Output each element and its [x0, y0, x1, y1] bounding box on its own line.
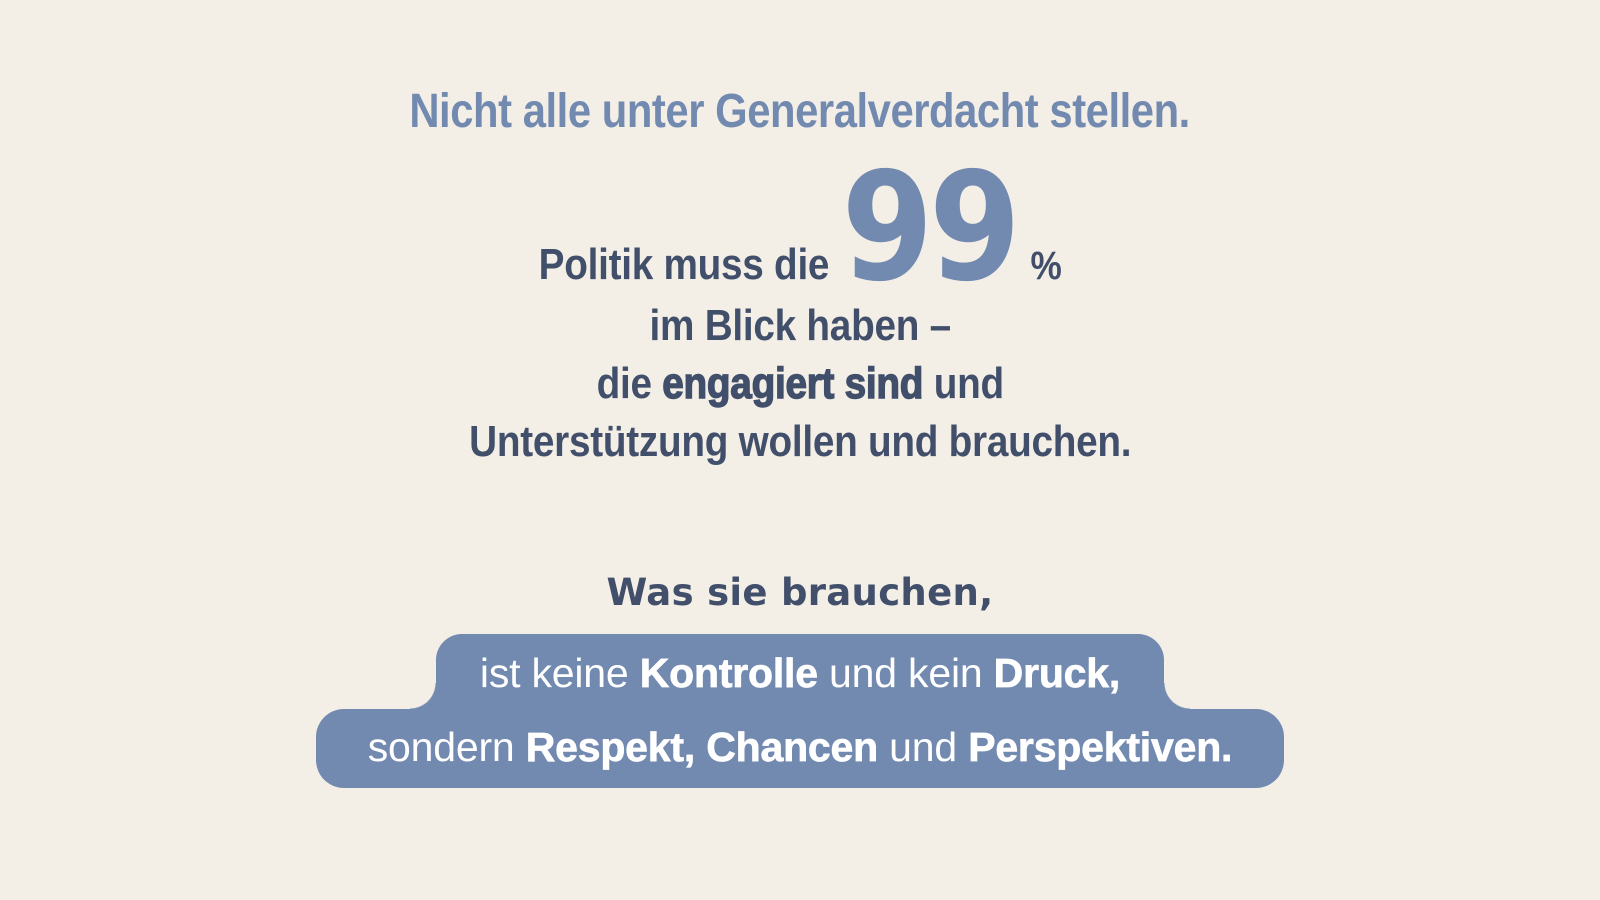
statement-line1-prefix: Politik muss die [538, 240, 829, 289]
big-number-99: 99 [841, 141, 1020, 315]
highlight-line-1: ist keine Kontrolle und kein Druck, [409, 634, 1191, 710]
highlight-line-2: sondern Respekt, Chancen und Perspektive… [315, 709, 1285, 789]
highlight-line2-segment-1: sondern [367, 724, 526, 771]
highlight-line2-segment-6: Perspektiven. [968, 724, 1233, 771]
statement-line-2: im Blick haben – [649, 301, 951, 350]
statement-line3-suffix: und [922, 359, 1004, 409]
statement-line-1: Politik muss die 99 % [469, 141, 1131, 315]
statement-line3-prefix: die [596, 359, 663, 409]
highlight-line1-segment-1: ist keine [479, 650, 640, 697]
highlight-line1-segment-2: Kontrolle [639, 650, 818, 697]
highlight-line1-segment-3: und kein [817, 650, 994, 697]
highlight-line1-segment-4: Druck, [993, 650, 1121, 697]
lead-line: Was sie brauchen, [606, 571, 994, 615]
statement-block: Politik muss die 99 % im Blick haben – d… [424, 141, 1176, 471]
highlight-line2-segment-5: und [877, 724, 969, 771]
statement-line3-emphasis: engagiert sind [661, 358, 923, 409]
highlight-line2-segment-2: Respekt, [525, 724, 696, 771]
percent-sign: % [1030, 244, 1062, 288]
headline: Nicht alle unter Generalverdacht stellen… [409, 85, 1191, 138]
highlight-line2-segment-3 [695, 724, 706, 770]
highlight-block: ist keine Kontrolle und kein Druck, sond… [315, 634, 1285, 789]
highlight-line2-segment-4: Chancen [706, 724, 879, 771]
statement-line-4: Unterstützung wollen und brauchen. [468, 417, 1132, 467]
statement-line-3: die engagiert sind und [469, 355, 1131, 413]
